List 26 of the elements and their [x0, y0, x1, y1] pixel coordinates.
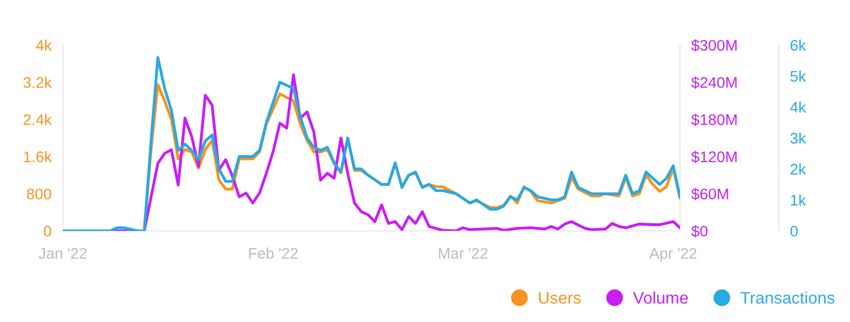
- y2-tick-label: $240M: [691, 76, 737, 89]
- y3-tick-label: 1k: [791, 194, 806, 206]
- legend-label: Volume: [633, 291, 688, 304]
- y-tick-label: 800: [26, 188, 52, 200]
- y2-tick-label: $180M: [691, 114, 737, 126]
- y-tick-label: 1.6k: [24, 151, 52, 162]
- y3-tick-label: 2k: [790, 163, 806, 174]
- y-tick-label: 2.4k: [24, 114, 52, 125]
- y-tick-label: 4k: [36, 40, 52, 51]
- y3-tick-label: 3k: [790, 132, 806, 144]
- y2-tick-label: $120M: [691, 150, 737, 164]
- x-tick-label: Apr '22: [649, 248, 696, 262]
- x-tick-label: Jan '22: [38, 248, 87, 259]
- y2-tick-label: $0: [691, 225, 708, 238]
- y3-tick-label: 0: [790, 226, 798, 237]
- x-tick-label: Feb '22: [249, 248, 298, 259]
- y3-tick-label: 5k: [790, 70, 806, 82]
- y2-tick-label: $60M: [691, 188, 728, 200]
- y2-tick-label: $300M: [691, 39, 737, 52]
- x-tick-label: Mar '22: [439, 248, 488, 259]
- y3-tick-label: 6k: [790, 40, 806, 51]
- legend-label: Users: [539, 292, 581, 304]
- y-tick-label: 0: [44, 226, 52, 237]
- y3-tick-label: 4k: [790, 101, 806, 113]
- legend-label: Transactions: [740, 291, 834, 304]
- y-tick-label: 3.2k: [23, 76, 52, 88]
